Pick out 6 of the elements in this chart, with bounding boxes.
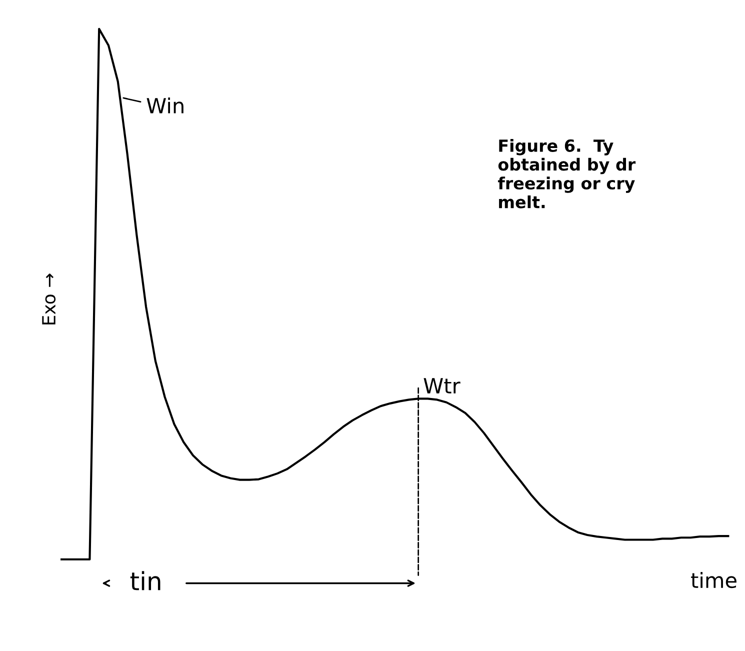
y-axis-title: Exo → [42, 274, 56, 324]
annotation: Wtr [424, 378, 460, 394]
annotation: Win [146, 97, 184, 114]
x-axis-title: time [691, 572, 736, 588]
annotation: Figure 6. Ty obtained by dr freezing or cry melt. [498, 139, 636, 208]
text: tin [130, 571, 160, 590]
